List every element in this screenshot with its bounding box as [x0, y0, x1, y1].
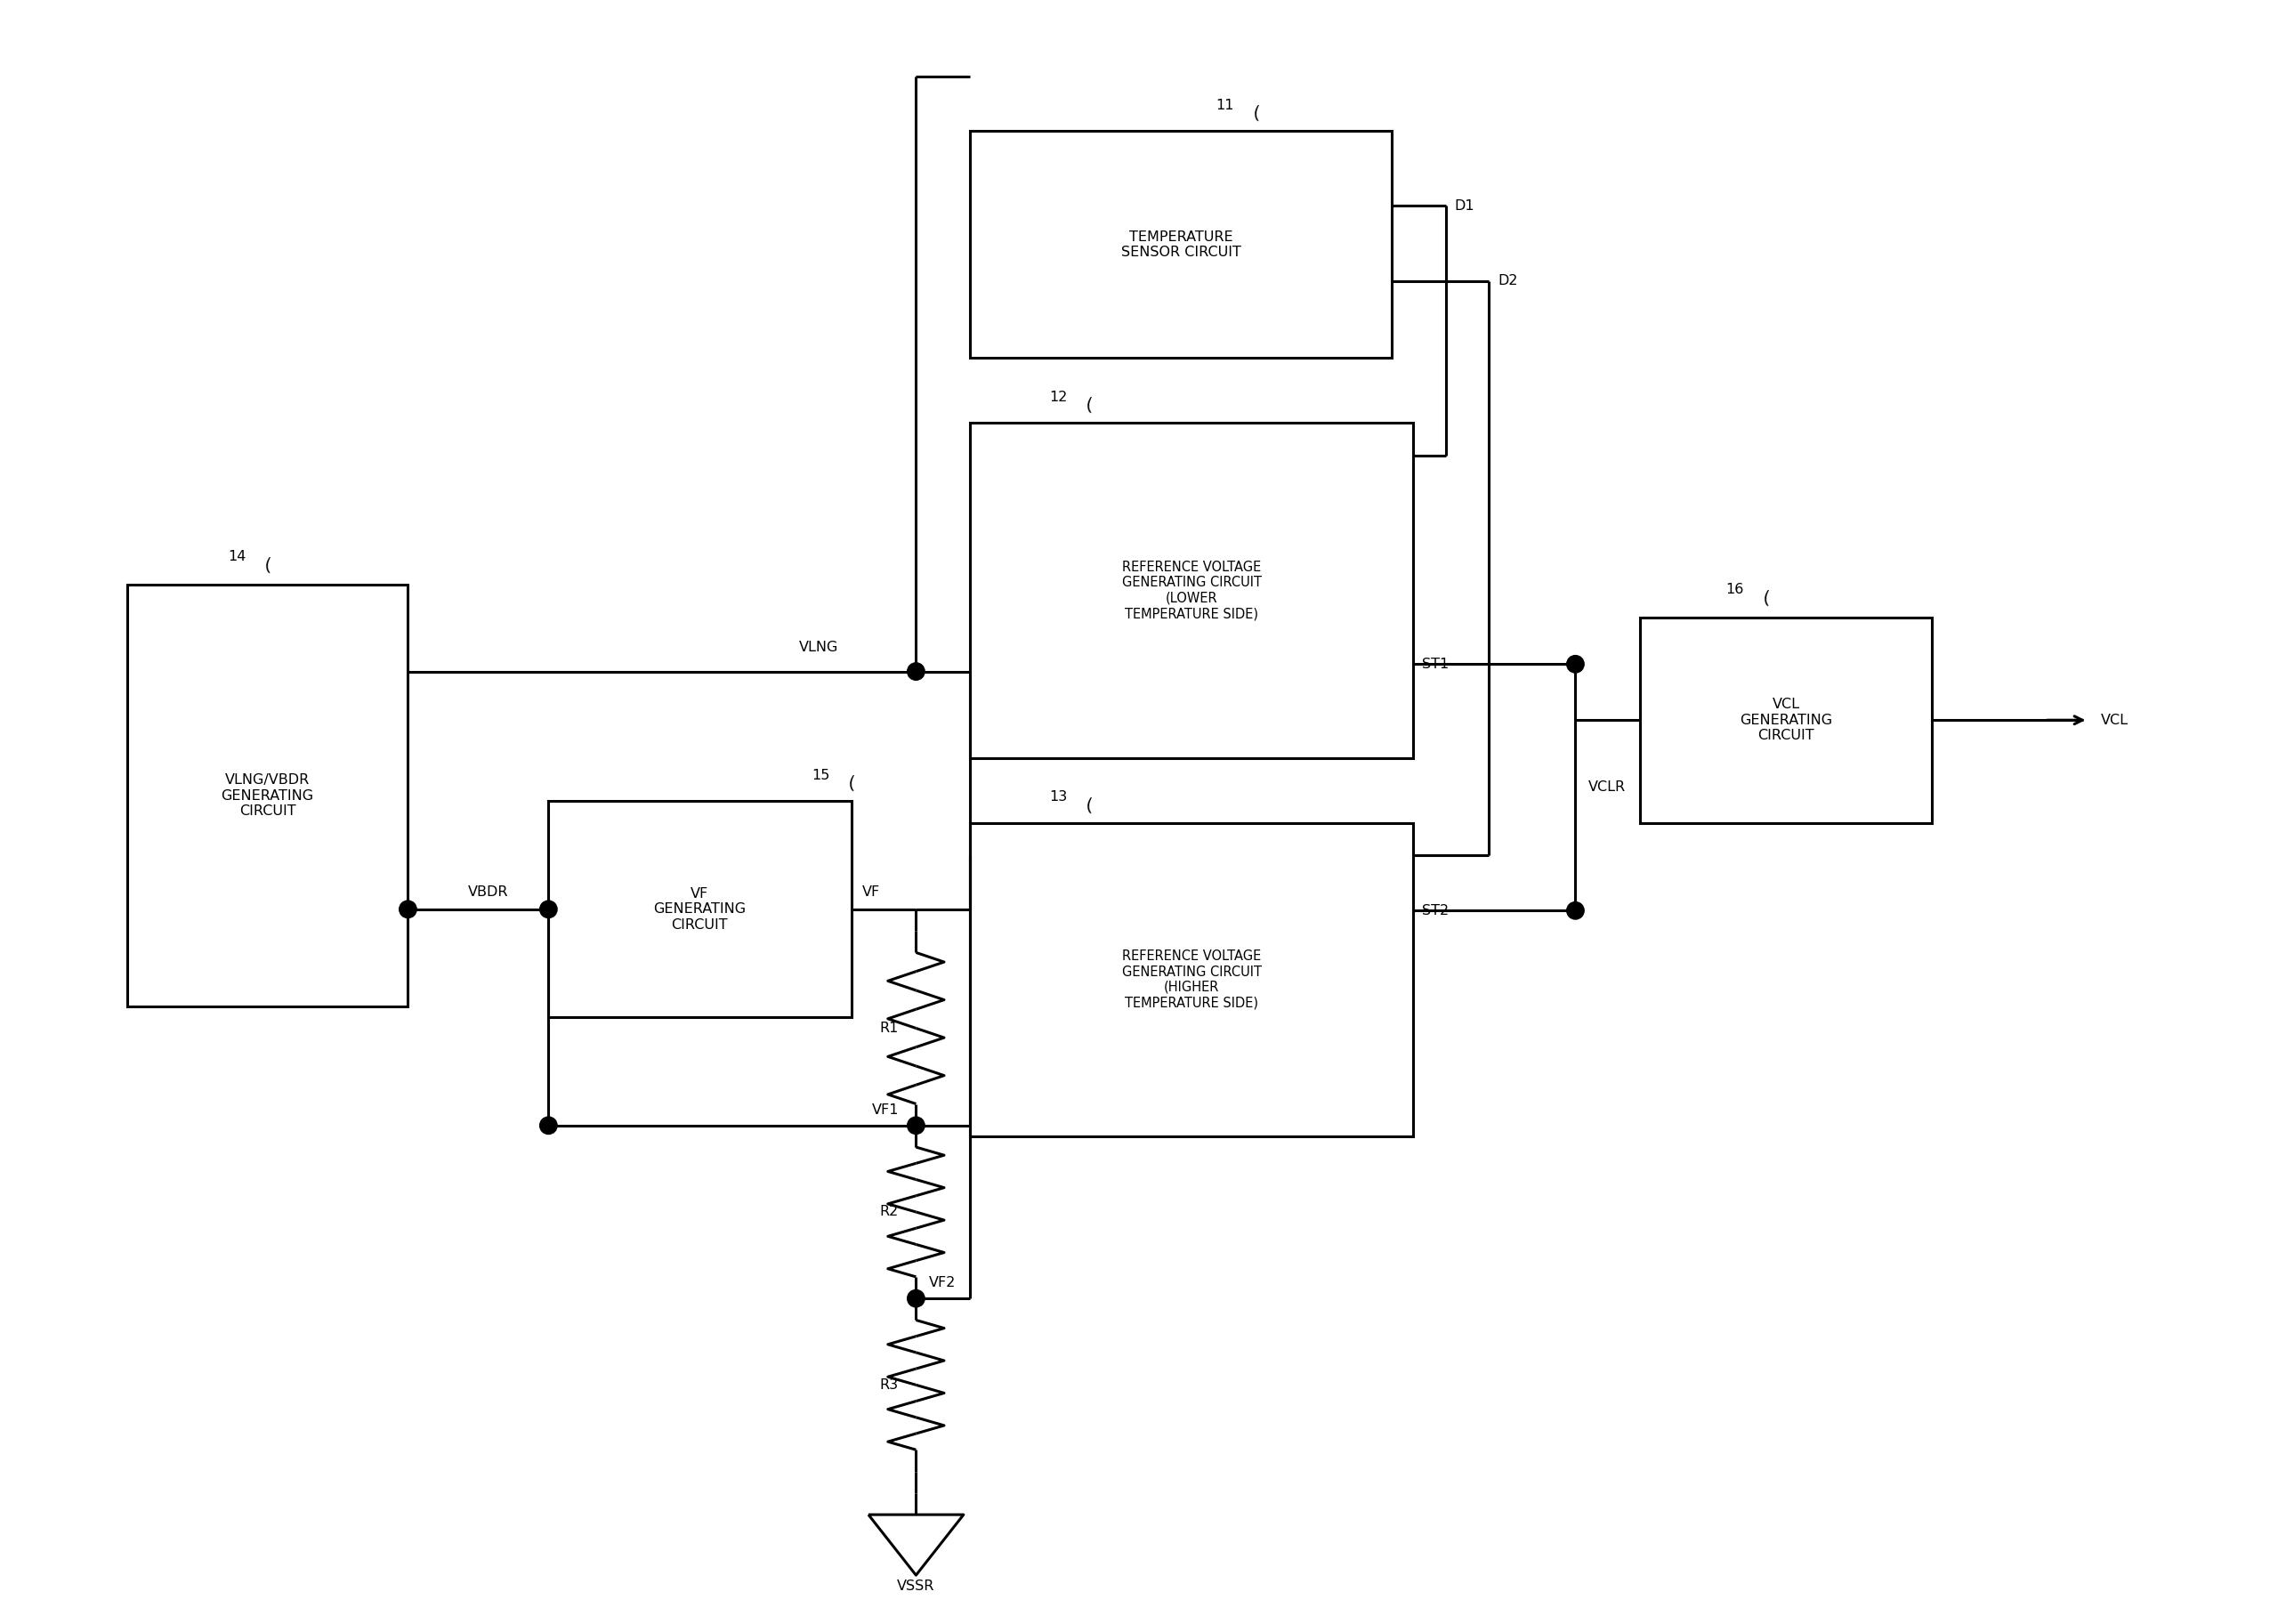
Bar — [126, 585, 407, 1007]
Circle shape — [400, 901, 416, 918]
Text: (: ( — [846, 775, 857, 793]
Circle shape — [908, 663, 924, 680]
Text: VBDR: VBDR — [469, 885, 507, 898]
Text: (: ( — [1084, 396, 1095, 414]
Circle shape — [1566, 656, 1584, 672]
Circle shape — [908, 1289, 924, 1307]
Text: VCL: VCL — [2101, 713, 2128, 728]
Text: (: ( — [1084, 797, 1095, 814]
Text: VF1: VF1 — [871, 1103, 898, 1117]
Bar — [969, 823, 1413, 1137]
Circle shape — [908, 1117, 924, 1134]
Text: R3: R3 — [880, 1379, 898, 1392]
Text: 15: 15 — [812, 768, 830, 781]
Text: R2: R2 — [880, 1205, 898, 1218]
Text: 12: 12 — [1049, 390, 1068, 403]
Text: VF2: VF2 — [928, 1276, 956, 1289]
Text: D1: D1 — [1454, 200, 1474, 213]
Text: VSSR: VSSR — [896, 1580, 935, 1593]
Text: (: ( — [263, 557, 272, 575]
Text: VF: VF — [862, 885, 880, 898]
Text: VCLR: VCLR — [1589, 781, 1625, 794]
Text: VF
GENERATING
CIRCUIT: VF GENERATING CIRCUIT — [654, 887, 745, 932]
Text: VCL
GENERATING
CIRCUIT: VCL GENERATING CIRCUIT — [1740, 698, 1833, 742]
Text: (: ( — [1250, 104, 1260, 122]
Text: REFERENCE VOLTAGE
GENERATING CIRCUIT
(HIGHER
TEMPERATURE SIDE): REFERENCE VOLTAGE GENERATING CIRCUIT (HI… — [1122, 950, 1262, 1010]
Circle shape — [539, 1117, 558, 1134]
Text: REFERENCE VOLTAGE
GENERATING CIRCUIT
(LOWER
TEMPERATURE SIDE): REFERENCE VOLTAGE GENERATING CIRCUIT (LO… — [1122, 560, 1262, 620]
Text: ST2: ST2 — [1422, 905, 1449, 918]
Circle shape — [1566, 901, 1584, 919]
Text: R1: R1 — [880, 1021, 898, 1034]
Text: 11: 11 — [1216, 99, 1234, 112]
Bar — [969, 132, 1392, 357]
Text: D2: D2 — [1497, 274, 1518, 287]
Text: 16: 16 — [1726, 583, 1744, 596]
Bar — [549, 801, 850, 1017]
Bar — [1641, 617, 1932, 823]
Circle shape — [539, 901, 558, 918]
Text: 13: 13 — [1049, 791, 1068, 804]
Text: 14: 14 — [229, 551, 247, 564]
Text: VLNG: VLNG — [800, 641, 839, 654]
Text: ST1: ST1 — [1422, 658, 1449, 671]
Text: VLNG/VBDR
GENERATING
CIRCUIT: VLNG/VBDR GENERATING CIRCUIT — [222, 773, 313, 818]
Text: TEMPERATURE
SENSOR CIRCUIT: TEMPERATURE SENSOR CIRCUIT — [1120, 231, 1241, 258]
Bar — [969, 422, 1413, 758]
Text: (: ( — [1760, 590, 1772, 607]
